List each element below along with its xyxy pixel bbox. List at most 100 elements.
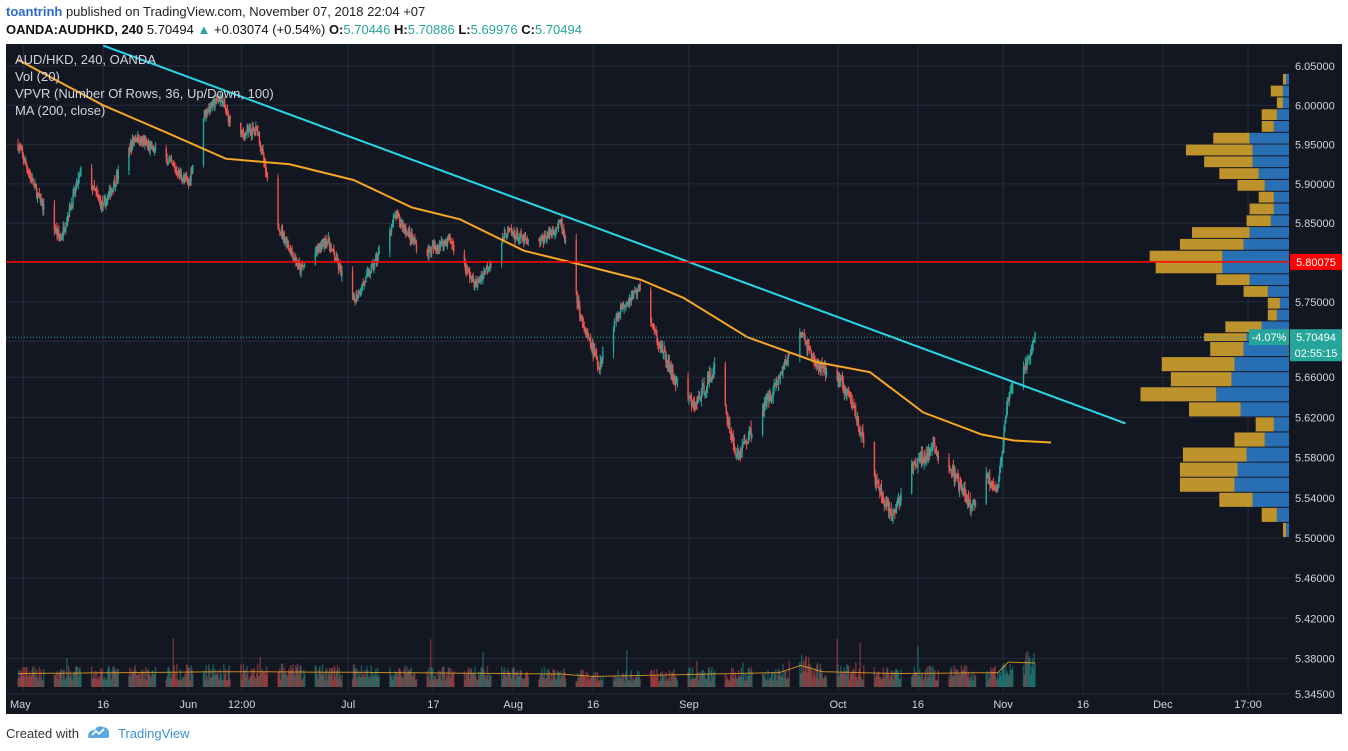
candle-body bbox=[935, 450, 938, 454]
volume-bar bbox=[35, 677, 37, 687]
volume-bar bbox=[391, 680, 394, 687]
candle-body bbox=[1032, 342, 1034, 344]
trendline[interactable] bbox=[102, 44, 1126, 425]
candle-body bbox=[595, 355, 598, 360]
price-axis[interactable] bbox=[1289, 44, 1342, 692]
volume-bar bbox=[325, 668, 327, 687]
candle-body bbox=[115, 174, 118, 185]
volume-bar bbox=[544, 678, 546, 687]
volume-bar bbox=[148, 673, 151, 687]
volume-bar bbox=[477, 680, 479, 687]
legend-vpvr[interactable]: VPVR (Number Of Rows, 36, Up/Down, 100) bbox=[15, 86, 274, 101]
candle-body bbox=[873, 442, 876, 477]
candle-body bbox=[761, 410, 764, 435]
vpvr-up-bar bbox=[1273, 121, 1289, 132]
ohlc-line: OANDA:AUDHKD, 240 5.70494 ▲ +0.03074 (+0… bbox=[6, 22, 582, 37]
volume-bar bbox=[70, 674, 72, 687]
candle-body bbox=[847, 390, 849, 392]
volume-bar bbox=[22, 676, 25, 687]
candle-body bbox=[368, 270, 371, 275]
price-chart[interactable]: 6.050006.000005.950005.900005.850005.800… bbox=[0, 44, 1348, 718]
author-link[interactable]: toantrinh bbox=[6, 4, 63, 19]
candle-body bbox=[713, 364, 716, 367]
candle-body bbox=[768, 394, 770, 402]
candle-body bbox=[445, 240, 447, 242]
legend-title: AUD/HKD, 240, OANDA bbox=[15, 52, 156, 67]
volume-bar bbox=[221, 679, 223, 687]
volume-bar bbox=[472, 673, 474, 687]
volume-bar bbox=[1022, 665, 1025, 687]
candle-body bbox=[300, 265, 302, 274]
candle-body bbox=[244, 132, 246, 139]
vpvr-up-bar bbox=[1249, 132, 1289, 144]
volume-bar bbox=[105, 678, 107, 687]
candle-body bbox=[950, 469, 953, 474]
volume-bar bbox=[37, 680, 40, 687]
volume-bar bbox=[59, 669, 62, 687]
volume-bar bbox=[54, 675, 56, 687]
vpvr-down-bar bbox=[1182, 447, 1247, 462]
volume-bar bbox=[548, 668, 550, 687]
volume-bar bbox=[653, 669, 656, 687]
candle-body bbox=[580, 319, 583, 321]
candle-body bbox=[923, 454, 925, 463]
volume-bar bbox=[851, 671, 853, 687]
volume-bar bbox=[24, 676, 26, 687]
volume-bar bbox=[393, 677, 395, 687]
volume-bar bbox=[967, 671, 970, 687]
candle-body bbox=[527, 239, 530, 242]
plot-area[interactable] bbox=[6, 44, 1289, 692]
volume-bar bbox=[927, 677, 930, 687]
volume-bar bbox=[779, 677, 782, 687]
candle-body bbox=[657, 341, 659, 345]
candle-body bbox=[258, 132, 261, 143]
candle-body bbox=[732, 435, 735, 443]
legend-vol[interactable]: Vol (20) bbox=[15, 69, 60, 84]
volume-bar bbox=[147, 669, 150, 687]
candle-body bbox=[396, 212, 398, 218]
candle-body bbox=[887, 503, 889, 505]
candle-body bbox=[203, 110, 206, 119]
volume-bar bbox=[486, 666, 489, 687]
volume-bar bbox=[895, 669, 898, 687]
candle-body bbox=[650, 290, 652, 322]
volume-bar bbox=[398, 669, 400, 687]
ma-200-line[interactable] bbox=[17, 58, 1052, 444]
volume-bar bbox=[351, 678, 354, 687]
time-tick: 17 bbox=[427, 699, 439, 711]
volume-bar bbox=[841, 671, 844, 687]
volume-bar bbox=[326, 668, 328, 687]
volume-bar bbox=[75, 665, 78, 687]
candle-body bbox=[69, 205, 72, 210]
legend-ma[interactable]: MA (200, close) bbox=[15, 103, 105, 118]
volume-bar bbox=[43, 669, 45, 687]
candle-body bbox=[848, 393, 851, 398]
candle-body bbox=[987, 473, 989, 479]
candle-body bbox=[286, 239, 288, 248]
volume-bar bbox=[800, 654, 803, 687]
candle-body bbox=[900, 493, 902, 501]
volume-bar bbox=[585, 671, 587, 687]
time-axis[interactable] bbox=[6, 692, 1342, 714]
volume-bar bbox=[664, 680, 666, 687]
candle-body bbox=[327, 238, 330, 243]
candle-body bbox=[74, 190, 76, 193]
candle-body bbox=[393, 216, 395, 219]
candle-body bbox=[295, 260, 297, 262]
candle-body bbox=[547, 235, 549, 238]
candle-body bbox=[661, 344, 664, 353]
tradingview-link[interactable]: TradingView bbox=[118, 726, 190, 741]
candle-body bbox=[635, 291, 638, 294]
candle-body bbox=[853, 404, 855, 407]
volume-bar bbox=[577, 673, 579, 687]
candle-body bbox=[783, 363, 785, 370]
volume-bar bbox=[208, 668, 211, 687]
tradingview-logo-icon[interactable] bbox=[86, 723, 112, 741]
volume-bar bbox=[932, 667, 934, 687]
volume-bar bbox=[923, 677, 925, 687]
candle-body bbox=[369, 272, 372, 275]
candle-body bbox=[619, 313, 621, 316]
high-value: 5.70886 bbox=[407, 22, 455, 37]
volume-bar bbox=[701, 669, 703, 687]
candle-body bbox=[771, 396, 774, 398]
